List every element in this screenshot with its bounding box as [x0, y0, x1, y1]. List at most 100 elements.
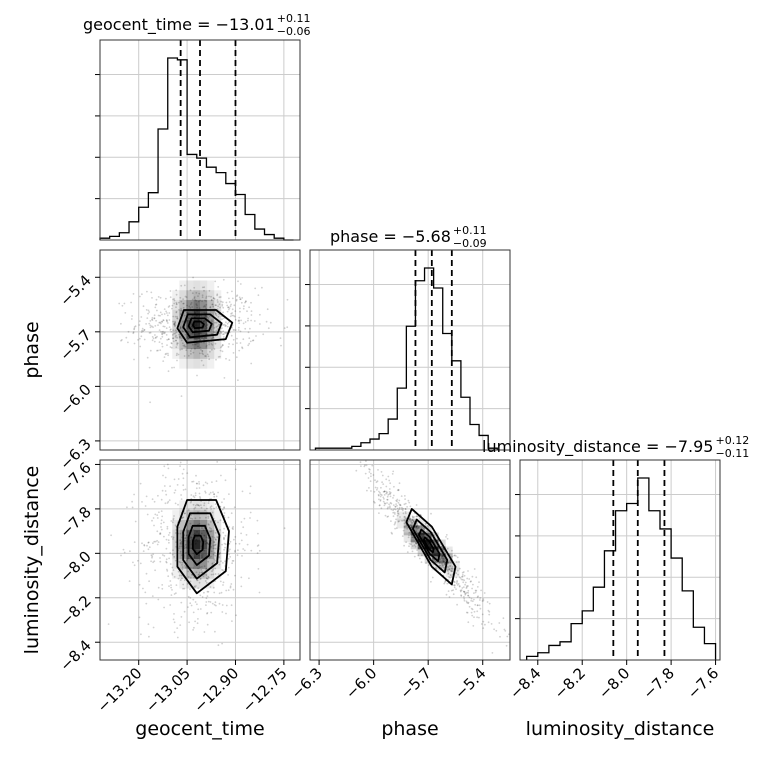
y-tick-label-luminosity_distance: −8.2	[56, 592, 94, 630]
sample-point	[199, 517, 201, 519]
sample-point	[207, 523, 210, 525]
sample-point	[179, 296, 182, 299]
sample-point	[138, 583, 141, 586]
sample-point	[172, 329, 175, 332]
sample-point	[396, 504, 398, 507]
sample-point	[133, 493, 136, 496]
sample-point	[394, 513, 396, 515]
sample-point	[464, 593, 467, 596]
sample-point	[186, 304, 189, 307]
density-cell	[214, 519, 222, 530]
sample-point	[212, 568, 214, 571]
sample-point	[441, 565, 444, 567]
sample-point	[221, 508, 224, 511]
sample-point	[197, 608, 200, 611]
sample-point	[410, 526, 413, 528]
sample-point	[139, 295, 141, 298]
sample-point	[467, 594, 469, 597]
sample-point	[256, 545, 259, 547]
sample-point	[210, 573, 213, 576]
sample-point	[174, 559, 177, 562]
sample-point	[443, 582, 446, 585]
sample-point	[381, 474, 384, 477]
sample-point	[193, 508, 196, 510]
sample-point	[197, 574, 200, 576]
sample-point	[227, 589, 230, 592]
sample-point	[181, 348, 183, 351]
density-cell	[186, 329, 194, 340]
sample-point	[182, 344, 185, 347]
sample-point	[160, 519, 163, 522]
sample-point	[228, 493, 230, 495]
sample-point	[462, 581, 465, 584]
sample-point	[143, 544, 146, 547]
sample-point	[473, 568, 476, 570]
density-cell	[172, 309, 180, 320]
sample-point	[413, 521, 415, 523]
sample-point	[172, 517, 175, 520]
density-cell	[172, 549, 180, 560]
sample-point	[203, 631, 206, 633]
contour-1-2	[187, 524, 212, 566]
sample-point	[214, 520, 217, 522]
sample-point	[160, 331, 162, 333]
sample-point	[456, 603, 458, 606]
sample-point	[394, 506, 397, 508]
sample-point	[250, 301, 252, 304]
sample-point	[177, 478, 180, 480]
sample-point	[138, 324, 141, 326]
sample-point	[110, 534, 112, 537]
sample-point	[198, 492, 201, 495]
sample-point	[380, 494, 383, 496]
sample-point	[195, 585, 197, 587]
sample-point	[445, 536, 447, 538]
sample-point	[387, 515, 390, 518]
sample-point	[442, 555, 445, 558]
sample-point	[216, 293, 219, 296]
sample-point	[222, 333, 224, 336]
sample-point	[508, 633, 510, 636]
sample-point	[214, 554, 217, 557]
x-tick-label-luminosity_distance: −7.8	[639, 664, 677, 702]
sample-point	[205, 597, 208, 600]
sample-point	[230, 303, 233, 306]
title-lower-error-geocent_time: −0.06	[277, 25, 311, 38]
sample-point	[214, 342, 217, 345]
sample-point	[228, 307, 231, 309]
sample-point	[410, 522, 413, 524]
sample-point	[360, 465, 362, 467]
sample-point	[222, 531, 225, 534]
sample-point	[390, 520, 392, 522]
sample-point	[173, 515, 175, 517]
sample-point	[438, 543, 441, 546]
sample-point	[183, 314, 186, 317]
sample-point	[122, 548, 125, 551]
sample-point	[211, 602, 214, 605]
sample-point	[164, 490, 167, 492]
sample-point	[478, 616, 480, 619]
sample-point	[160, 528, 163, 531]
sample-point	[165, 297, 167, 300]
sample-point	[141, 293, 143, 296]
sample-point	[178, 526, 180, 529]
sample-point	[404, 502, 407, 505]
sample-point	[200, 359, 203, 362]
sample-point	[236, 554, 239, 557]
sample-point	[216, 299, 219, 301]
sample-point	[201, 350, 204, 352]
density-cell	[179, 358, 187, 369]
sample-point	[467, 592, 470, 594]
sample-point	[226, 310, 229, 313]
sample-point	[184, 488, 187, 491]
density-cell	[193, 500, 201, 511]
sample-point	[161, 331, 164, 333]
sample-point	[369, 480, 372, 483]
sample-point	[450, 570, 453, 572]
sample-point	[202, 353, 205, 356]
sample-point	[159, 311, 162, 314]
sample-point	[194, 620, 197, 623]
sample-point	[390, 531, 393, 534]
sample-point	[166, 568, 168, 571]
sample-point	[206, 577, 208, 580]
